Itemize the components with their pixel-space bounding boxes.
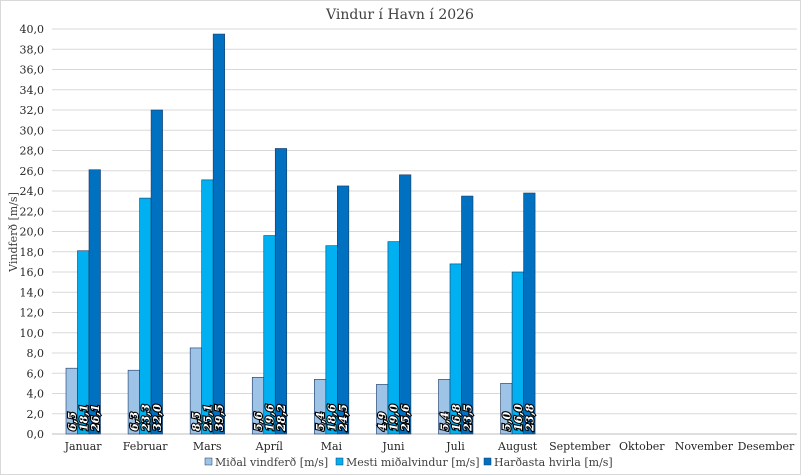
y-tick-label: 26,0 [20, 165, 45, 178]
legend-swatch [483, 457, 492, 466]
data-label: 5,4 [438, 412, 451, 431]
data-label: 23,5 [461, 404, 474, 432]
data-labels: 6,518,126,1 6,323,332,0 8,525,139,5 5,619,6… [65, 403, 538, 433]
y-tick-label: 40,0 [20, 23, 45, 36]
bar-3-februar [150, 109, 163, 435]
bar-2-februar [139, 197, 152, 435]
legend: Miðal vindferð [m/s] Mesti miðalvindur [m… [204, 456, 613, 469]
x-tick-label: Juni [381, 440, 405, 453]
bar-3-mai [337, 185, 350, 435]
chart-title: Vindur í Havn í 2026 [325, 7, 474, 23]
x-tick-label: September [549, 440, 611, 453]
y-tick-label: 20,0 [20, 226, 45, 239]
data-label: 16,0 [512, 404, 525, 431]
y-tick-label: 4,0 [27, 388, 45, 401]
x-tick-label: Mai [321, 440, 343, 453]
x-tick-label: August [497, 440, 538, 453]
bar-3-mars [212, 33, 225, 435]
y-tick-label: 18,0 [20, 246, 45, 259]
x-axis-ticks: Januar Februar Mars Apríl Mai Juni Juli August S… [64, 440, 795, 453]
gridlines [52, 28, 797, 435]
data-label: 16,8 [450, 404, 463, 431]
y-tick-label: 6,0 [27, 367, 45, 380]
data-label: 23,8 [523, 404, 536, 432]
y-tick-label: 34,0 [20, 84, 45, 97]
bars [65, 33, 536, 435]
data-label: 6,3 [128, 412, 141, 431]
data-label: 19,6 [264, 404, 277, 431]
data-label: 5,0 [500, 412, 513, 431]
data-label: 19,0 [388, 404, 401, 431]
data-label: 26,1 [89, 404, 102, 432]
bar-2-mars [201, 179, 214, 435]
data-label: 24,5 [337, 404, 350, 432]
legend-label: Miðal vindferð [m/s] [215, 456, 328, 469]
data-label: 18,6 [326, 404, 339, 431]
y-tick-label: 0,0 [27, 428, 45, 441]
y-tick-label: 16,0 [20, 266, 45, 279]
x-tick-label: Januar [64, 440, 103, 453]
x-tick-label: Desember [738, 440, 795, 453]
data-label: 5,4 [314, 412, 327, 431]
data-label: 25,1 [201, 404, 214, 432]
y-axis-ticks: 0,0 2,0 4,0 6,0 8,0 10,0 12,0 14,0 16,0 18,0 20,0 2… [20, 23, 45, 441]
legend-label: Harðasta hvirla [m/s] [494, 456, 613, 469]
data-label: 25,6 [399, 404, 412, 432]
data-label: 28,2 [275, 404, 288, 432]
y-tick-label: 36,0 [20, 64, 45, 77]
y-tick-label: 22,0 [20, 205, 45, 218]
x-tick-label: Februar [123, 440, 168, 453]
data-label: 18,1 [77, 404, 90, 431]
y-tick-label: 2,0 [27, 408, 45, 421]
y-tick-label: 24,0 [20, 185, 45, 198]
x-tick-label: Apríl [255, 440, 284, 453]
bar-3-apríl [274, 148, 288, 435]
y-tick-label: 14,0 [20, 286, 45, 299]
legend-swatch [204, 457, 213, 466]
data-label: 39,5 [213, 404, 226, 431]
x-tick-label: November [675, 440, 734, 453]
y-axis-label: Vindferð [m/s] [7, 192, 20, 273]
data-label: 4,9 [376, 412, 389, 431]
legend-swatch [335, 457, 344, 466]
y-tick-label: 8,0 [27, 347, 45, 360]
data-label: 8,5 [190, 412, 203, 431]
y-tick-label: 38,0 [20, 43, 45, 56]
y-tick-label: 30,0 [20, 124, 45, 137]
x-tick-label: Oktober [619, 440, 665, 453]
y-tick-label: 32,0 [20, 104, 45, 117]
data-label: 6,5 [66, 412, 79, 431]
bar-3-januar [88, 169, 101, 435]
data-label: 5,6 [252, 412, 265, 431]
data-label: 32,0 [151, 404, 164, 431]
bar-3-juli [461, 195, 474, 435]
bar-3-august [523, 192, 536, 435]
x-tick-label: Mars [193, 440, 222, 453]
y-tick-label: 12,0 [20, 307, 45, 320]
y-tick-label: 10,0 [20, 327, 45, 340]
y-tick-label: 28,0 [20, 145, 45, 158]
data-label: 23,3 [139, 404, 152, 432]
legend-label: Mesti miðalvindur [m/s] [346, 456, 480, 469]
x-tick-label: Juli [445, 440, 465, 453]
bar-3-juni [399, 174, 412, 435]
